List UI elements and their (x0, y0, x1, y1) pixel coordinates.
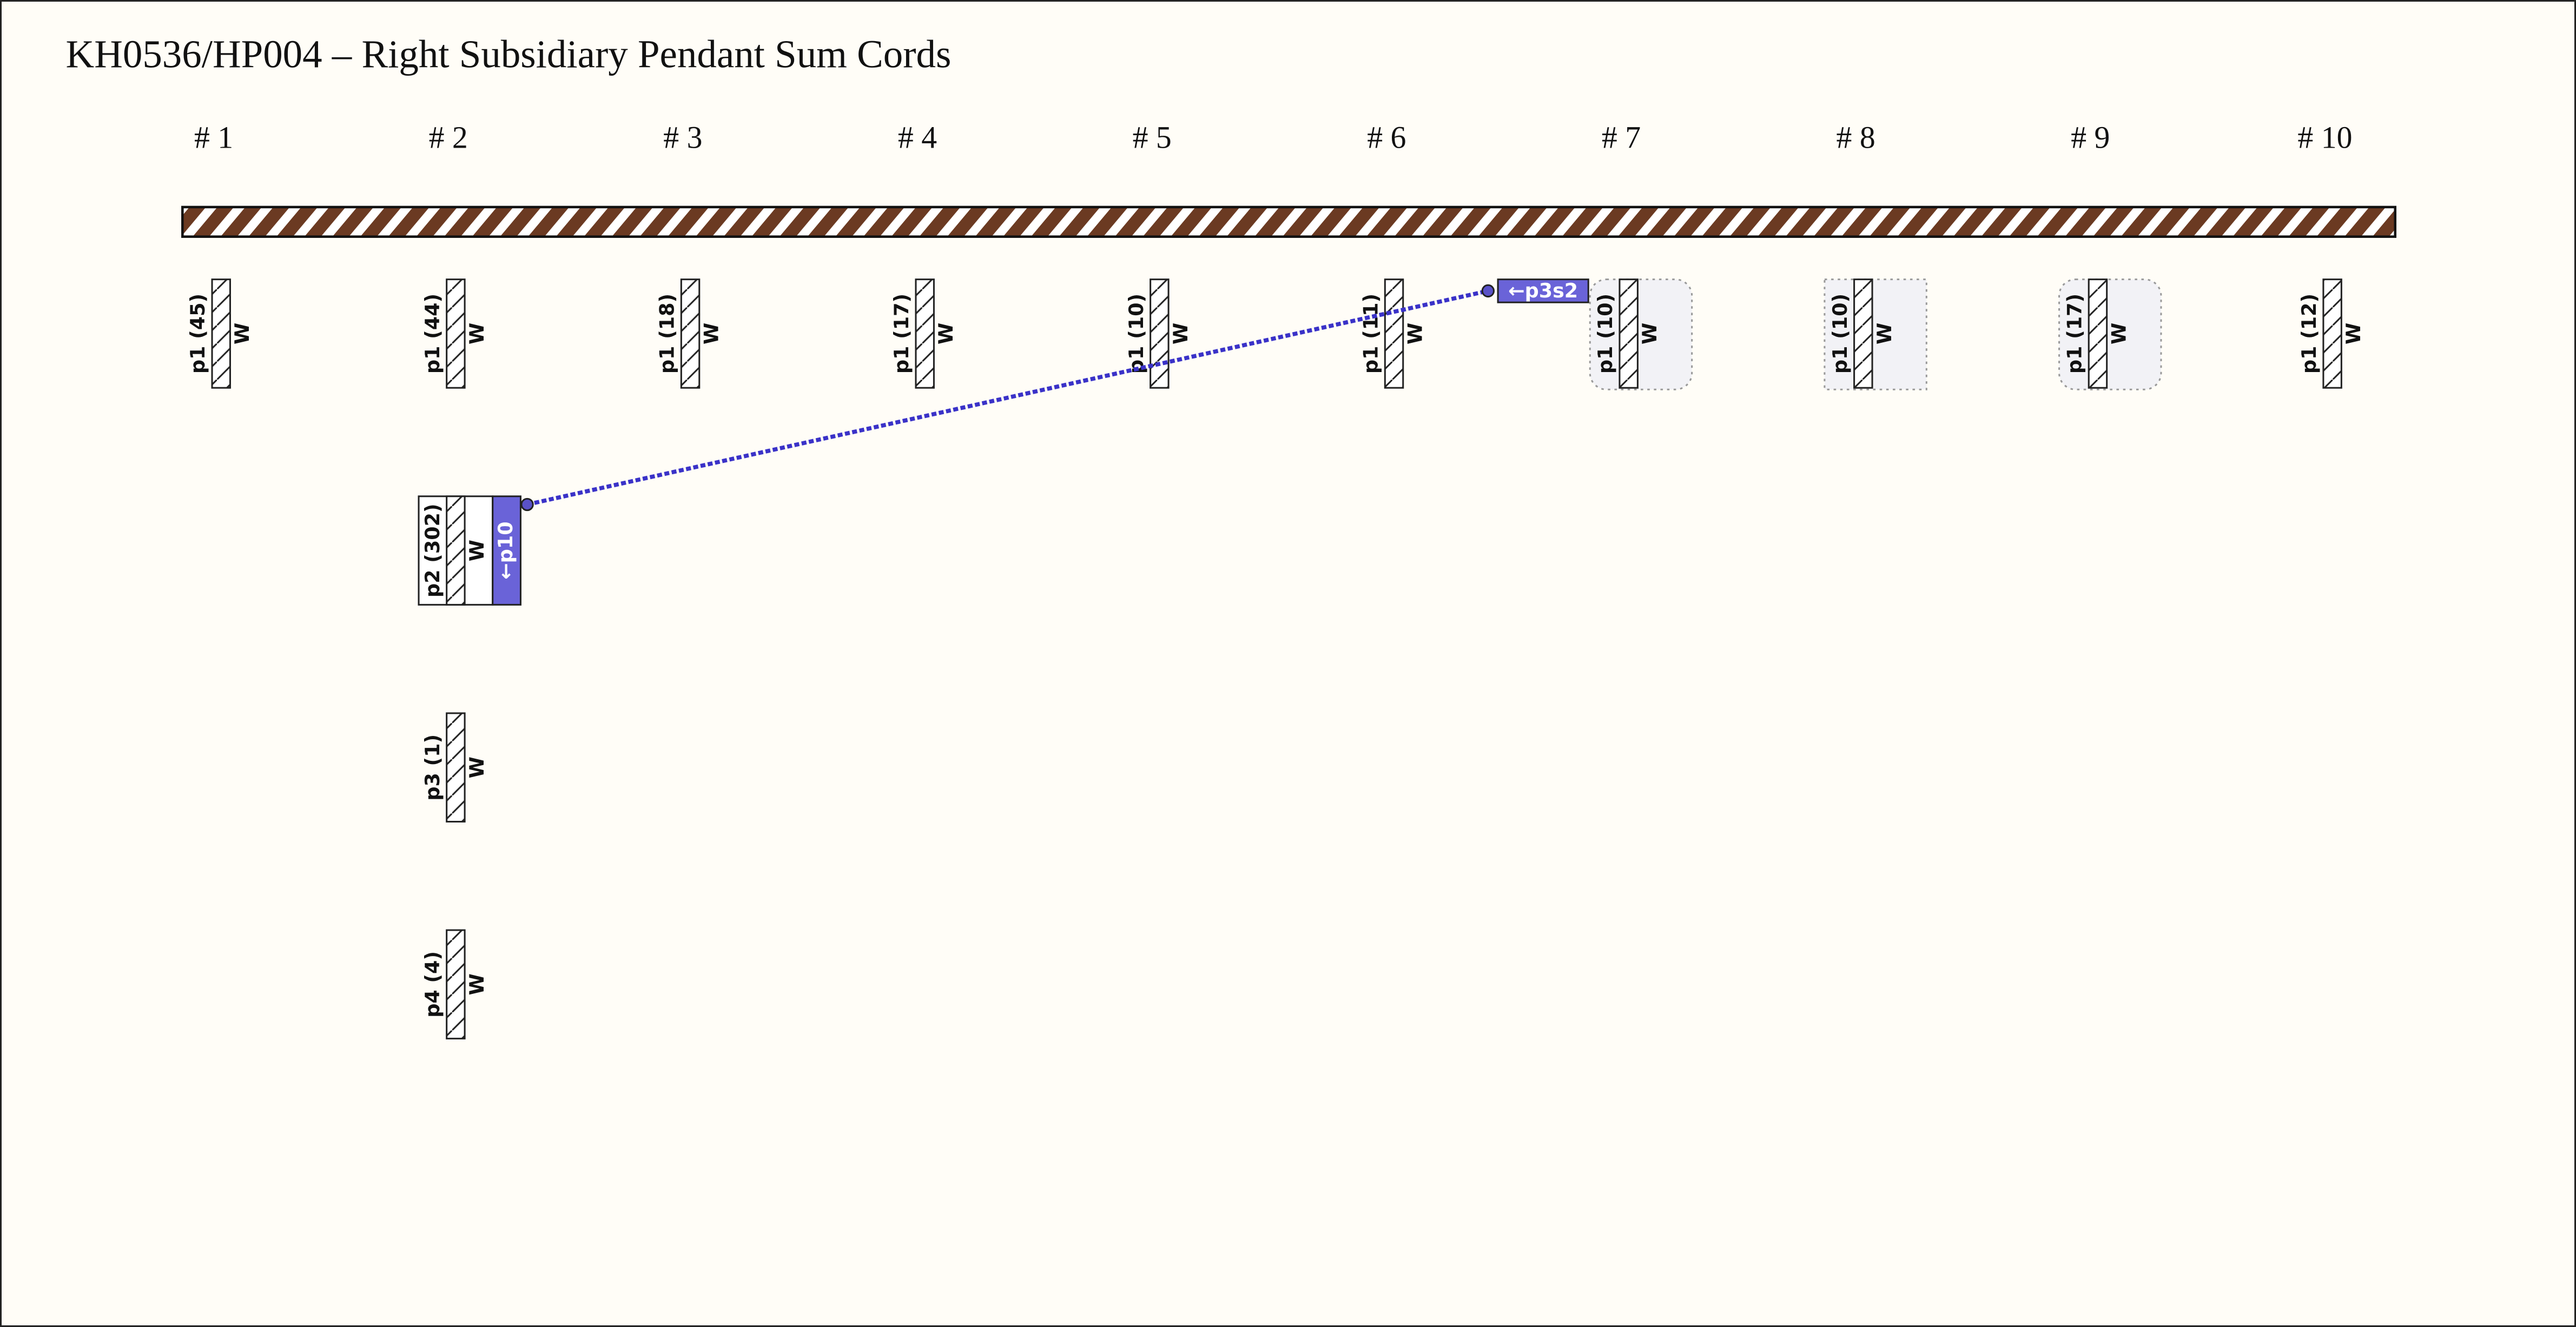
column-label: # 3 (663, 121, 702, 155)
tag-box (1497, 278, 1589, 303)
cord (2088, 278, 2108, 389)
cord-label: p1 (12) (2297, 294, 2321, 374)
cord-color: W (2342, 323, 2365, 344)
cord (446, 712, 466, 823)
highlight-box (1824, 278, 1927, 390)
cord (211, 278, 231, 389)
cord (446, 278, 466, 389)
column-label: # 2 (429, 121, 468, 155)
highlight-box (2058, 278, 2162, 390)
cord-color: W (1404, 323, 1427, 344)
cord-color: W (1638, 323, 1661, 344)
column-label: # 6 (1367, 121, 1406, 155)
link-line (526, 289, 1489, 507)
cord-color: W (465, 973, 488, 995)
column-label: # 10 (2297, 121, 2352, 155)
cord-label: p1 (17) (2063, 294, 2086, 374)
cord (2322, 278, 2342, 389)
cord-color: W (465, 323, 488, 344)
cord (446, 495, 466, 606)
cord (1619, 278, 1639, 389)
column-label: # 8 (1837, 121, 1875, 155)
cord-color: W (465, 540, 488, 561)
cord-label: p2 (302) (421, 503, 444, 598)
cord (680, 278, 701, 389)
column-label: # 5 (1133, 121, 1172, 155)
cord-label: p1 (10) (1828, 294, 1852, 374)
cord-label: p1 (10) (1125, 294, 1148, 374)
tag-box (492, 495, 521, 606)
cord-color: W (2108, 323, 2131, 344)
cord-label: p1 (45) (186, 294, 209, 374)
link-end (520, 497, 534, 512)
cord (915, 278, 935, 389)
link-end (1481, 284, 1495, 298)
column-label: # 1 (194, 121, 233, 155)
tag-label: ←p3s2 (1508, 279, 1578, 302)
title: KH0536/HP004 – Right Subsidiary Pendant … (66, 32, 952, 76)
column-label: # 9 (2071, 121, 2110, 155)
cord (446, 929, 466, 1040)
cord-label: p3 (1) (421, 734, 444, 801)
tag-label: ←p10 (494, 521, 517, 579)
cord-label: p1 (11) (1359, 294, 1382, 374)
cord-label: p1 (18) (656, 294, 679, 374)
cord (1853, 278, 1873, 389)
cord-label: p4 (4) (421, 951, 444, 1018)
highlight-box (1589, 278, 1693, 390)
cord-label: p1 (44) (421, 294, 444, 374)
cord-color: W (465, 757, 488, 778)
cord-color: W (1169, 323, 1192, 344)
cord (1384, 278, 1404, 389)
cord (1150, 278, 1170, 389)
cord-label: p1 (17) (890, 294, 913, 374)
cord-color: W (230, 323, 254, 344)
cords: # 1 p1 (45) W # 2 p1 (44) W ←p10 p2 (302) Wp3 (1… (186, 121, 2365, 1040)
cord-color: W (934, 323, 957, 344)
primary-cord (181, 205, 2396, 238)
column-label: # 7 (1602, 121, 1641, 155)
cord-color: W (1873, 323, 1896, 344)
cord-label: p1 (10) (1594, 294, 1617, 374)
cord-color: W (700, 323, 723, 344)
column-label: # 4 (898, 121, 937, 155)
